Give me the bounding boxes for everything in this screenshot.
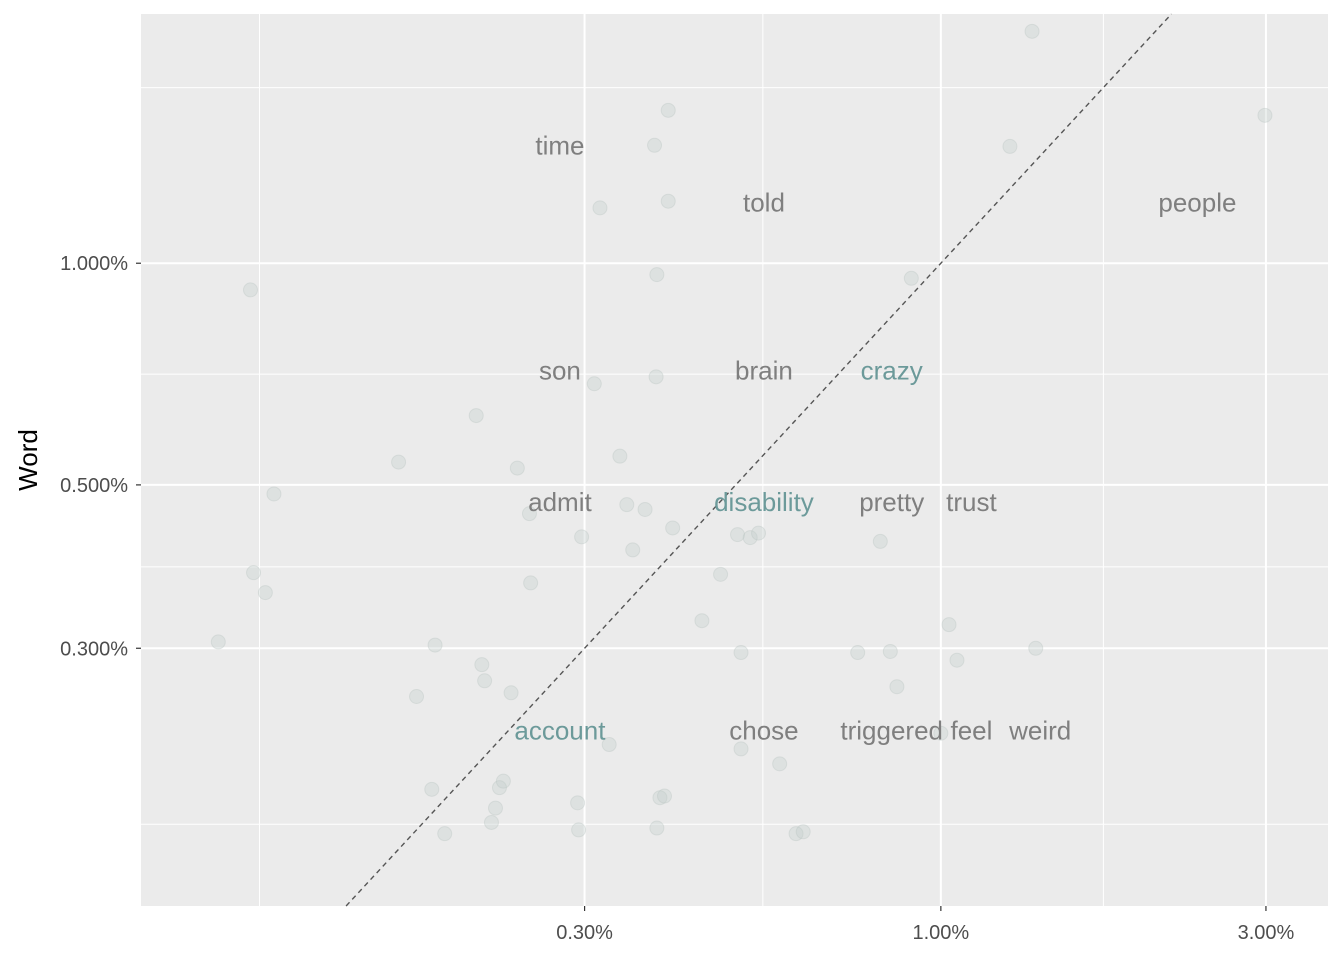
identity-line — [345, 13, 1172, 907]
scatter-point — [468, 408, 484, 424]
scatter-point — [660, 102, 676, 118]
scatter-point — [570, 795, 586, 811]
y-tick-label: 1.000% — [60, 253, 128, 275]
scatter-point — [210, 634, 226, 650]
scatter-point — [850, 645, 866, 661]
plot-panel — [141, 14, 1328, 906]
scatter-point — [483, 814, 499, 830]
scatter-point — [665, 520, 681, 536]
scatter-point — [266, 486, 282, 502]
scatter-point — [521, 506, 537, 522]
scatter-point — [882, 643, 898, 659]
word-label-account: account — [514, 715, 606, 745]
scatter-point — [474, 657, 490, 673]
x-tick-label: 1.00% — [912, 922, 969, 944]
scatter-point — [246, 565, 262, 581]
scatter-point — [1002, 138, 1018, 154]
word-label-son: son — [539, 356, 581, 386]
word-label-chose: chose — [729, 715, 798, 745]
scatter-point — [424, 781, 440, 797]
word-label-brain: brain — [735, 356, 793, 386]
scatter-point — [660, 193, 676, 209]
scatter-point — [257, 585, 273, 601]
data-points — [210, 23, 1273, 842]
scatter-point — [772, 756, 788, 772]
word-label-people: people — [1158, 188, 1236, 218]
scatter-point — [730, 527, 746, 543]
scatter-point — [503, 685, 519, 701]
scatter-point — [903, 270, 919, 286]
x-tick-label: 3.00% — [1238, 922, 1295, 944]
scatter-point — [652, 790, 668, 806]
word-labels: time told people son brain crazy admit disabili… — [514, 130, 1236, 745]
scatter-point — [242, 282, 258, 298]
scatter-point — [487, 800, 503, 816]
scatter-point — [391, 454, 407, 470]
scatter-point — [647, 137, 663, 153]
scatter-point — [795, 824, 811, 840]
scatter-point — [523, 575, 539, 591]
scatter-point — [733, 645, 749, 661]
scatter-point — [889, 679, 905, 695]
word-label-pretty: pretty — [859, 487, 924, 517]
scatter-point — [1257, 107, 1273, 123]
identity-reference-line — [345, 13, 1172, 907]
word-label-admit: admit — [528, 487, 592, 517]
scatter-point — [1024, 23, 1040, 39]
scatter-point — [612, 448, 628, 464]
scatter-point — [592, 200, 608, 216]
major-gridlines — [141, 14, 1328, 906]
scatter-point — [491, 780, 507, 796]
scatter-point — [619, 497, 635, 513]
word-label-trust: trust — [946, 487, 997, 517]
scatter-point — [477, 673, 493, 689]
scatter-point — [649, 267, 665, 283]
scatter-point — [409, 688, 425, 704]
word-label-time: time — [535, 130, 584, 160]
scatter-point — [872, 533, 888, 549]
scatter-point — [941, 617, 957, 633]
y-axis: 0.300% 0.500% 1.000% — [60, 253, 141, 660]
word-label-disability: disability — [714, 487, 814, 517]
scatter-point — [649, 820, 665, 836]
scatter-point — [574, 529, 590, 545]
scatter-point — [427, 637, 443, 653]
y-tick-label: 0.500% — [60, 475, 128, 497]
scatter-point — [495, 773, 511, 789]
scatter-point — [751, 525, 767, 541]
scatter-point — [601, 737, 617, 753]
scatter-point — [637, 501, 653, 517]
x-axis: 0.30% 1.00% 3.00% — [556, 906, 1295, 944]
x-tick-label: 0.30% — [556, 922, 613, 944]
scatter-point — [656, 788, 672, 804]
scatter-point — [586, 376, 602, 392]
scatter-point — [788, 826, 804, 842]
word-label-weird: weird — [1008, 715, 1071, 745]
scatter-point — [742, 530, 758, 546]
minor-gridlines — [141, 14, 1328, 906]
scatter-point — [694, 613, 710, 629]
word-label-told: told — [743, 188, 785, 218]
word-label-triggered: triggered — [840, 715, 943, 745]
scatter-point — [625, 542, 641, 558]
scatter-point — [733, 741, 749, 757]
scatter-point — [648, 369, 664, 385]
scatter-point — [571, 822, 587, 838]
scatter-point — [933, 725, 949, 741]
scatter-point — [949, 652, 965, 668]
word-label-crazy: crazy — [861, 356, 923, 386]
y-axis-title: Word — [13, 429, 43, 491]
scatter-point — [437, 826, 453, 842]
scatter-point — [509, 460, 525, 476]
scatter-point — [713, 566, 729, 582]
word-label-feel: feel — [951, 715, 993, 745]
scatter-point — [1028, 640, 1044, 656]
y-tick-label: 0.300% — [60, 638, 128, 660]
